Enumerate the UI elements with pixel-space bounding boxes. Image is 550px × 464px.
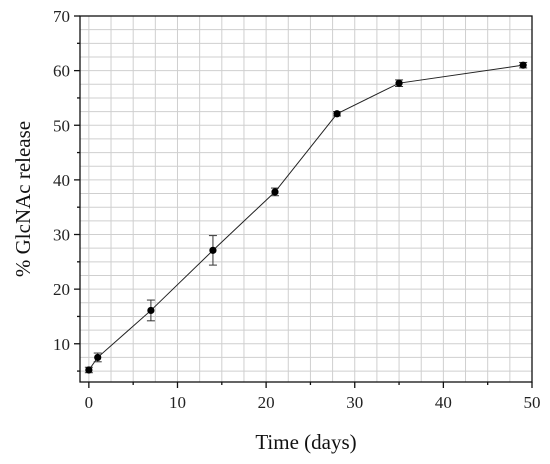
x-tick-label: 0 [85, 393, 94, 412]
data-point [209, 246, 217, 254]
data-point [519, 61, 527, 69]
y-tick-label: 30 [53, 226, 70, 245]
data-point [333, 110, 341, 118]
data-point [85, 366, 93, 374]
x-tick-label: 40 [435, 393, 452, 412]
y-axis-title: % GlcNAc release [11, 121, 35, 277]
data-point [94, 353, 102, 362]
series-line [88, 64, 524, 371]
x-tick-label: 50 [524, 393, 541, 412]
grid [80, 15, 533, 382]
plot-frame [79, 15, 533, 383]
y-tick-label: 50 [53, 116, 70, 135]
x-tick-label: 20 [258, 393, 275, 412]
data-point [271, 188, 279, 196]
y-tick-label: 20 [53, 280, 70, 299]
y-tick-label: 10 [53, 335, 70, 354]
y-tick-label: 70 [53, 7, 70, 26]
series-glcnac [84, 61, 528, 374]
x-tick-label: 10 [169, 393, 186, 412]
x-tick-label: 30 [346, 393, 363, 412]
y-tick-label: 60 [53, 62, 70, 81]
axes: 0 10 20 30 40 50 10 20 30 40 50 60 70 [53, 7, 541, 412]
data-point [395, 79, 403, 87]
x-axis-title: Time (days) [255, 430, 356, 454]
data-point [147, 306, 155, 315]
y-tick-label: 40 [53, 171, 70, 190]
